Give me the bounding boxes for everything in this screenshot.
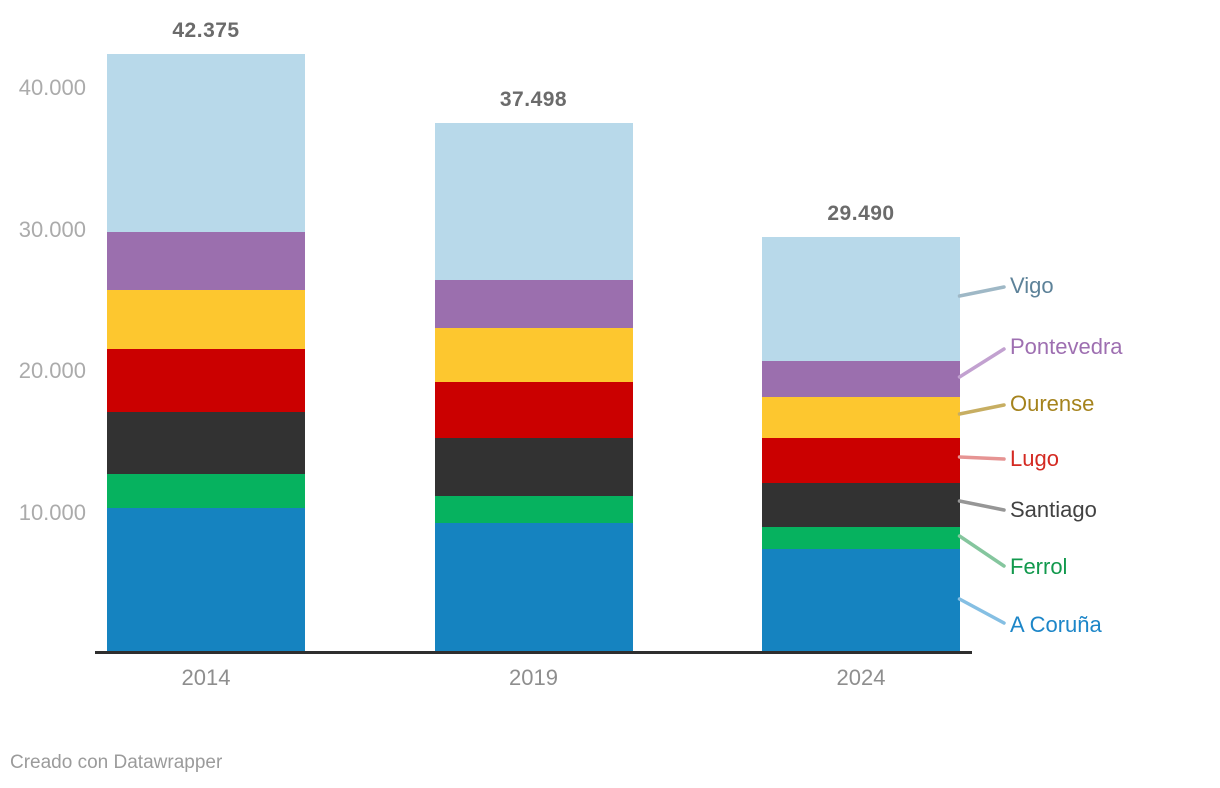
segment-vigo-2014[interactable]	[107, 54, 305, 232]
segment-ferrol-2014[interactable]	[107, 474, 305, 509]
segment-a-coruna-2019[interactable]	[434, 523, 633, 654]
legend-label-a-coruna: A Coruña	[1010, 612, 1102, 637]
segment-santiago-2014[interactable]	[107, 412, 305, 475]
segment-vigo-2024[interactable]	[762, 236, 960, 361]
segment-a-coruna-2024[interactable]	[762, 548, 960, 654]
leader-line-pontevedra	[957, 347, 1006, 379]
y-tick-label: 20.000	[18, 358, 86, 383]
legend-label-lugo: Lugo	[1010, 446, 1059, 471]
bar-2014	[107, 54, 305, 654]
segment-santiago-2024[interactable]	[762, 482, 960, 527]
segment-pontevedra-2024[interactable]	[762, 360, 960, 397]
segment-santiago-2019[interactable]	[434, 437, 633, 497]
segment-ourense-2019[interactable]	[434, 327, 633, 382]
y-tick-label: 40.000	[18, 75, 86, 100]
bar-2019	[434, 123, 633, 654]
segment-ourense-2024[interactable]	[762, 396, 960, 438]
legend-label-santiago: Santiago	[1010, 497, 1097, 522]
x-category-label: 2014	[181, 665, 231, 690]
segment-pontevedra-2019[interactable]	[434, 280, 633, 328]
segment-lugo-2019[interactable]	[434, 381, 633, 438]
segment-a-coruna-2014[interactable]	[107, 508, 305, 654]
leader-line-santiago	[957, 499, 1006, 512]
segment-lugo-2014[interactable]	[107, 349, 305, 413]
legend-label-vigo: Vigo	[1010, 273, 1054, 298]
leader-line-vigo	[957, 285, 1006, 298]
leader-line-ourense	[957, 403, 1006, 416]
segment-ourense-2014[interactable]	[107, 289, 305, 350]
y-tick-label: 30.000	[18, 216, 86, 242]
credit-text: Creado con Datawrapper	[10, 752, 223, 773]
legend-label-pontevedra: Pontevedra	[1010, 334, 1123, 359]
segment-pontevedra-2014[interactable]	[107, 231, 305, 290]
leader-line-ferrol	[957, 534, 1006, 568]
legend-label-ferrol: Ferrol	[1010, 554, 1068, 579]
segment-ferrol-2024[interactable]	[762, 526, 960, 549]
bar-2024	[762, 236, 960, 654]
bar-total-label: 37.498	[499, 88, 568, 112]
leader-line-lugo	[957, 455, 1006, 461]
legend-label-ourense: Ourense	[1010, 391, 1095, 416]
x-axis-line	[95, 651, 972, 654]
segment-vigo-2019[interactable]	[434, 123, 633, 281]
bar-total-label: 42.375	[172, 19, 240, 43]
segment-ferrol-2019[interactable]	[434, 496, 633, 524]
y-tick-label: 10.000	[18, 499, 86, 525]
bar-total-label: 29.490	[827, 201, 895, 225]
leader-line-a-coruna	[957, 597, 1006, 625]
x-category-label: 2019	[509, 665, 558, 690]
x-category-label: 2024	[836, 665, 886, 690]
segment-lugo-2024[interactable]	[762, 437, 960, 483]
